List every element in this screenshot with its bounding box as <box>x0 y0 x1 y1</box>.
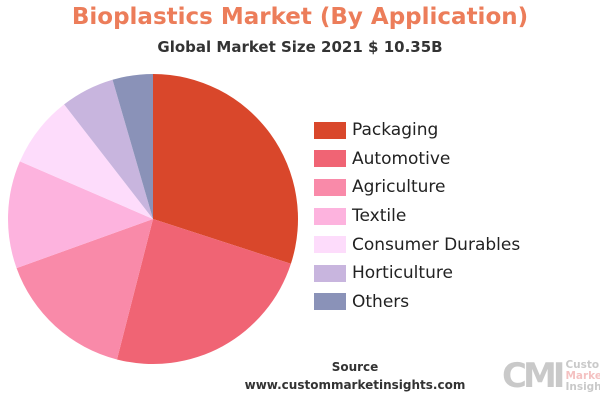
legend-item: Packaging <box>314 116 520 145</box>
pie-slice-automotive <box>116 219 291 364</box>
legend-label: Packaging <box>352 120 439 141</box>
legend-item: Horticulture <box>314 259 520 288</box>
legend-label: Others <box>352 291 410 312</box>
pie-slice-others <box>112 74 153 219</box>
legend-item: Agriculture <box>314 173 520 202</box>
legend-label: Textile <box>352 206 407 227</box>
pie-slice-packaging <box>153 74 298 264</box>
legend-swatch <box>314 178 346 196</box>
legend-swatch <box>314 207 346 225</box>
legend-item: Textile <box>314 202 520 231</box>
pie-slice-agriculture <box>16 219 153 360</box>
legend-swatch <box>314 264 346 282</box>
logo-mark: CMI <box>502 356 565 396</box>
legend-swatch <box>314 121 346 139</box>
source-label: Source <box>331 360 379 374</box>
pie-slice-horticulture <box>64 79 153 219</box>
legend-swatch <box>314 293 346 311</box>
logo-line3: Insights <box>565 380 600 393</box>
company-logo: CMI Custom Market Insights <box>502 356 600 396</box>
legend-item: Automotive <box>314 145 520 174</box>
chart-title: Bioplastics Market (By Application) <box>71 4 529 30</box>
pie-slice-textile <box>7 161 153 269</box>
source-url: www.custommarketinsights.com <box>244 378 466 392</box>
legend-swatch <box>314 236 346 254</box>
legend-label: Agriculture <box>352 177 446 198</box>
legend-item: Others <box>314 288 520 317</box>
logo-line2: Market <box>565 369 600 382</box>
pie-slice-consumer-durables <box>19 104 153 219</box>
legend-swatch <box>314 150 346 168</box>
legend-label: Consumer Durables <box>352 234 521 255</box>
logo-line1: Custom <box>565 358 600 371</box>
legend: Packaging Automotive Agriculture Textile Con… <box>314 116 520 316</box>
legend-label: Horticulture <box>352 263 453 284</box>
chart-subtitle: Global Market Size 2021 $ 10.35B <box>157 38 443 56</box>
legend-label: Automotive <box>352 148 451 169</box>
source-note: Source www.custommarketinsights.com <box>230 358 480 394</box>
legend-item: Consumer Durables <box>314 230 520 259</box>
